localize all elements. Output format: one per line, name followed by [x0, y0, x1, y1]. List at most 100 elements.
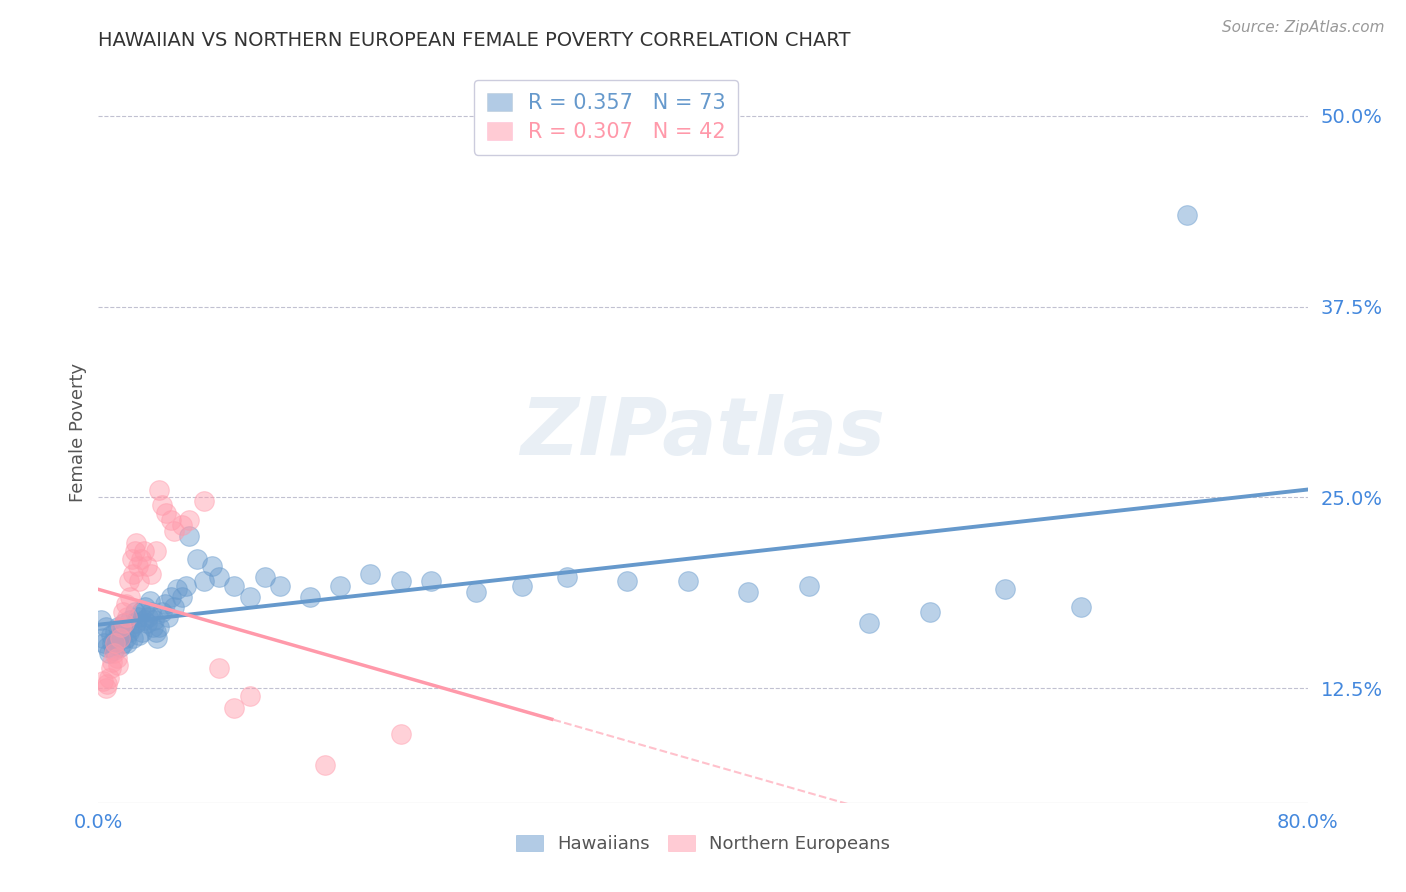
Point — [555, 570, 578, 584]
Point — [150, 498, 173, 512]
Point — [193, 574, 215, 589]
Point — [737, 585, 759, 599]
Point — [174, 579, 197, 593]
Text: ZIPatlas: ZIPatlas — [520, 393, 886, 472]
Point — [135, 559, 157, 574]
Point — [179, 513, 201, 527]
Point — [141, 566, 163, 581]
Point — [96, 677, 118, 691]
Point — [105, 631, 128, 645]
Point — [107, 620, 129, 634]
Point — [134, 600, 156, 615]
Point — [145, 624, 167, 639]
Point — [224, 701, 246, 715]
Point — [239, 689, 262, 703]
Point — [201, 559, 224, 574]
Point — [170, 518, 193, 533]
Point — [170, 590, 193, 604]
Point — [163, 600, 186, 615]
Point — [91, 631, 114, 645]
Point — [314, 757, 336, 772]
Point — [858, 615, 880, 630]
Point — [994, 582, 1017, 596]
Text: Source: ZipAtlas.com: Source: ZipAtlas.com — [1222, 20, 1385, 35]
Point — [115, 635, 138, 649]
Point — [139, 594, 162, 608]
Point — [101, 635, 124, 649]
Point — [94, 620, 117, 634]
Point — [148, 483, 170, 497]
Point — [145, 544, 167, 558]
Point — [110, 620, 132, 634]
Point — [299, 590, 322, 604]
Point — [132, 613, 155, 627]
Point — [193, 493, 215, 508]
Point — [676, 574, 699, 589]
Point — [131, 624, 153, 639]
Point — [122, 566, 145, 581]
Point — [160, 513, 183, 527]
Point — [91, 673, 114, 688]
Point — [115, 609, 138, 624]
Point — [146, 631, 169, 645]
Point — [186, 551, 208, 566]
Point — [1175, 208, 1198, 222]
Point — [125, 536, 148, 550]
Point — [136, 609, 159, 624]
Point — [155, 506, 177, 520]
Y-axis label: Female Poverty: Female Poverty — [69, 363, 87, 502]
Point — [120, 613, 142, 627]
Point — [224, 579, 246, 593]
Point — [105, 650, 128, 665]
Point — [208, 570, 231, 584]
Point — [135, 615, 157, 630]
Point — [94, 681, 117, 696]
Point — [918, 605, 941, 619]
Point — [166, 582, 188, 596]
Point — [141, 605, 163, 619]
Point — [114, 631, 136, 645]
Point — [129, 551, 152, 566]
Point — [616, 574, 638, 589]
Point — [142, 620, 165, 634]
Point — [118, 624, 141, 639]
Point — [104, 635, 127, 649]
Point — [108, 640, 131, 654]
Point — [103, 643, 125, 657]
Legend: Hawaiians, Northern Europeans: Hawaiians, Northern Europeans — [509, 828, 897, 861]
Point — [150, 605, 173, 619]
Point — [465, 585, 488, 599]
Point — [100, 628, 122, 642]
Point — [420, 574, 443, 589]
Point — [107, 658, 129, 673]
Point — [160, 590, 183, 604]
Point — [111, 605, 134, 619]
Point — [389, 574, 412, 589]
Point — [122, 631, 145, 645]
Point — [96, 640, 118, 654]
Point — [128, 574, 150, 589]
Point — [179, 529, 201, 543]
Point — [112, 615, 135, 630]
Point — [127, 559, 149, 574]
Point — [329, 579, 352, 593]
Point — [269, 579, 291, 593]
Point — [100, 661, 122, 675]
Point — [98, 646, 121, 660]
Point — [124, 544, 146, 558]
Point — [120, 590, 142, 604]
Point — [389, 727, 412, 741]
Point — [114, 598, 136, 612]
Point — [129, 605, 152, 619]
Point — [153, 598, 176, 612]
Point — [127, 609, 149, 624]
Point — [208, 661, 231, 675]
Point — [110, 628, 132, 642]
Text: HAWAIIAN VS NORTHERN EUROPEAN FEMALE POVERTY CORRELATION CHART: HAWAIIAN VS NORTHERN EUROPEAN FEMALE POV… — [98, 30, 851, 50]
Point — [90, 613, 112, 627]
Point — [128, 628, 150, 642]
Point — [163, 524, 186, 538]
Point — [239, 590, 262, 604]
Point — [98, 671, 121, 685]
Point — [1070, 600, 1092, 615]
